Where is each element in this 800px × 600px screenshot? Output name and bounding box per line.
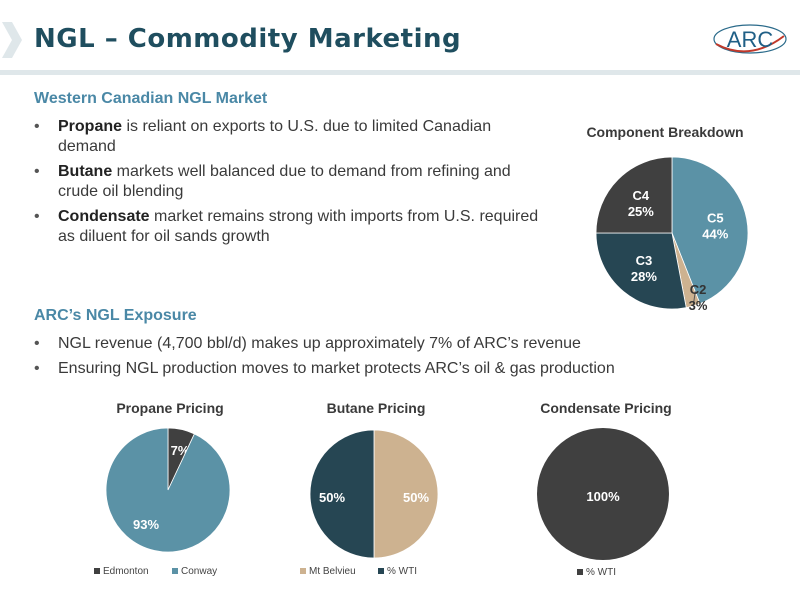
- bullet-text: is reliant on exports to U.S. due to lim…: [58, 118, 492, 155]
- slice-value-label: 50%: [319, 490, 345, 505]
- chart-title-propane: Propane Pricing: [116, 400, 224, 416]
- pie-slice-pct-wti: [309, 429, 375, 559]
- bullet-bold: Propane: [58, 118, 123, 135]
- slice-name-label: C4: [633, 188, 650, 203]
- pie-slice-conway: [105, 427, 231, 553]
- bullet-text: Ensuring NGL production moves to market …: [58, 360, 615, 377]
- legend-swatch: [300, 568, 306, 574]
- bullet-text: NGL revenue (4,700 bbl/d) makes up appro…: [58, 335, 581, 352]
- legend-swatch: [94, 568, 100, 574]
- logo-text: ARC: [727, 27, 774, 52]
- bullet-bold: Butane: [58, 163, 113, 180]
- slice-value-label: 50%: [403, 490, 429, 505]
- condensate-pricing-pie: 100% % WTI: [537, 428, 669, 578]
- chevron-icon: [2, 22, 22, 58]
- page-title: NGL – Commodity Marketing: [34, 24, 462, 54]
- bullet-propane: Propane is reliant on exports to U.S. du…: [34, 117, 544, 157]
- arc-logo: ARC: [713, 24, 787, 54]
- legend-label: Conway: [181, 566, 217, 577]
- slice-name-label: C5: [707, 211, 724, 226]
- chart-title-butane: Butane Pricing: [326, 400, 426, 416]
- bullet-bold: Condensate: [58, 208, 150, 225]
- exposure-bullet-list: NGL revenue (4,700 bbl/d) makes up appro…: [34, 334, 734, 384]
- bullet-text: market remains strong with imports from …: [58, 208, 539, 245]
- pie-slice-c5: [671, 156, 749, 305]
- bullet-text: markets well balanced due to demand from…: [58, 163, 511, 200]
- butane-pricing-pie: 50% 50% Mt Belvieu % WTI: [300, 429, 439, 577]
- legend-label: % WTI: [586, 567, 616, 578]
- legend-label: Edmonton: [103, 566, 149, 577]
- bullet-production: Ensuring NGL production moves to market …: [34, 359, 734, 379]
- slice-value-label: 25%: [628, 204, 654, 219]
- leader-line: [692, 291, 696, 307]
- bullet-condensate: Condensate market remains strong with im…: [34, 207, 544, 247]
- section-heading-market: Western Canadian NGL Market: [34, 90, 268, 107]
- bullet-butane: Butane markets well balanced due to dema…: [34, 162, 544, 202]
- slice-value-label: 44%: [702, 227, 728, 242]
- section-heading-exposure: ARC’s NGL Exposure: [34, 307, 197, 324]
- slice-value-label: 93%: [133, 517, 159, 532]
- chart-title-condensate: Condensate Pricing: [540, 400, 672, 416]
- chart-title-component: Component Breakdown: [586, 124, 744, 140]
- legend-swatch: [577, 569, 583, 575]
- pie-slice-mt-belvieu: [373, 429, 439, 559]
- legend-label: Mt Belvieu: [309, 566, 356, 577]
- bullet-revenue: NGL revenue (4,700 bbl/d) makes up appro…: [34, 334, 734, 354]
- pie-slice-c3: [595, 232, 687, 310]
- legend-swatch: [378, 568, 384, 574]
- slice-value-label: 100%: [586, 489, 620, 504]
- legend-swatch: [172, 568, 178, 574]
- pie-slice-c4: [595, 156, 673, 234]
- market-bullet-list: Propane is reliant on exports to U.S. du…: [34, 117, 544, 252]
- slice-value-label: 3%: [689, 298, 708, 313]
- slice-value-label: 28%: [631, 269, 657, 284]
- pie-slice-pct-wti: [537, 428, 669, 560]
- slice-name-label: C3: [636, 253, 653, 268]
- propane-pricing-pie: 7%93%Edmonton Conway: [94, 427, 231, 577]
- header-divider: [0, 70, 800, 75]
- slice-name-label: C2: [690, 282, 707, 297]
- legend-label: % WTI: [387, 566, 417, 577]
